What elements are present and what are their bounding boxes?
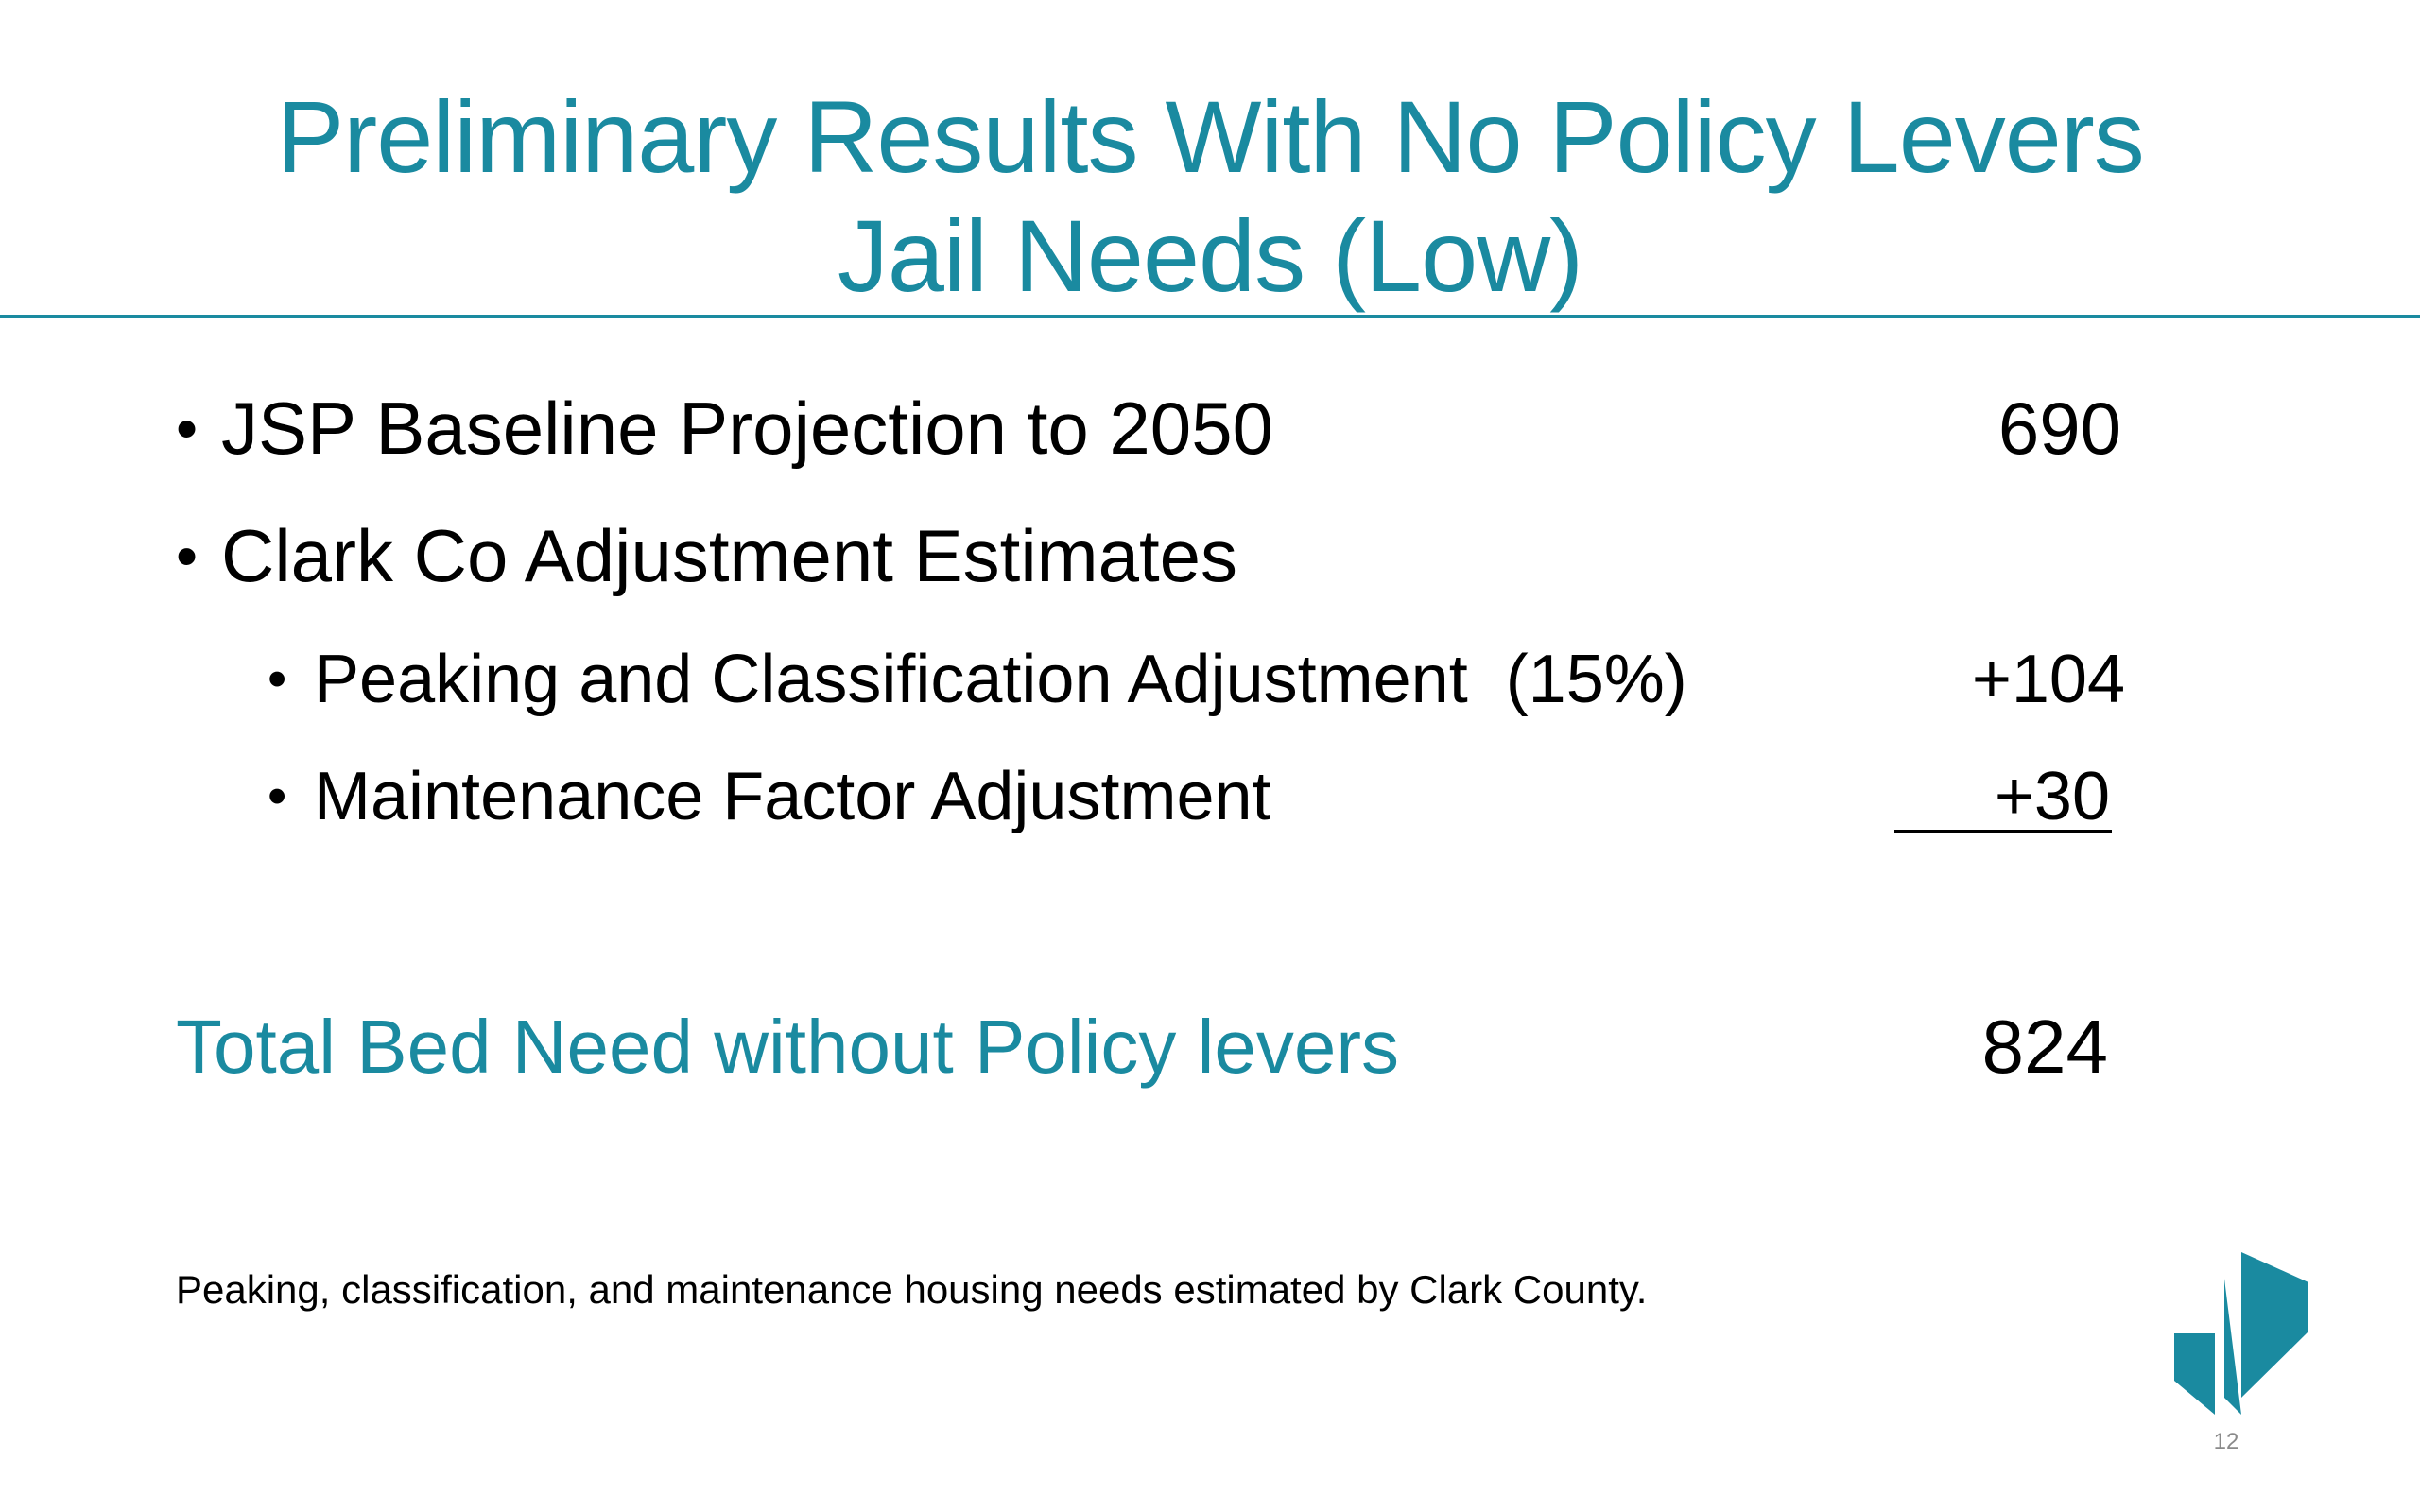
page-number: 12 — [2213, 1429, 2239, 1454]
item-label: Clark Co Adjustment Estimates — [221, 514, 1238, 597]
item-value: +104 — [1971, 642, 2125, 717]
list-item-peaking: • Peaking and Classification Adjustment … — [0, 627, 2420, 731]
logo-stem-shape — [2224, 1279, 2241, 1415]
item-value: 690 — [1997, 387, 2121, 470]
title-divider — [0, 315, 2420, 318]
logo-lower-shape — [2174, 1333, 2215, 1415]
item-label: Peaking and Classification Adjustment (1… — [314, 642, 1687, 717]
item-value: +30 — [1994, 759, 2110, 834]
total-value: 824 — [1981, 1005, 2108, 1089]
slide-title-line2: Jail Needs (Low) — [837, 198, 1583, 313]
sum-underline — [1894, 830, 2112, 833]
bullet: • — [268, 765, 287, 827]
slide-title: Preliminary Results With No Policy Lever… — [0, 77, 2420, 316]
clark-county-logo-icon — [2174, 1252, 2308, 1415]
list-item-adjustments: • Clark Co Adjustment Estimates — [0, 504, 2420, 608]
list-item-baseline: • JSP Baseline Projection to 2050 690 — [0, 376, 2420, 480]
footnote: Peaking, classification, and maintenance… — [176, 1267, 1648, 1312]
item-label: JSP Baseline Projection to 2050 — [221, 387, 1273, 470]
total-label: Total Bed Need without Policy levers — [176, 1005, 1399, 1089]
item-label: Maintenance Factor Adjustment — [314, 759, 1271, 834]
list-item-maintenance: • Maintenance Factor Adjustment +30 — [0, 745, 2420, 849]
slide-title-line1: Preliminary Results With No Policy Lever… — [276, 79, 2145, 194]
bullet: • — [268, 648, 287, 710]
logo-upper-shape — [2241, 1252, 2308, 1398]
bullet: • — [176, 521, 199, 591]
bullet: • — [176, 393, 199, 463]
